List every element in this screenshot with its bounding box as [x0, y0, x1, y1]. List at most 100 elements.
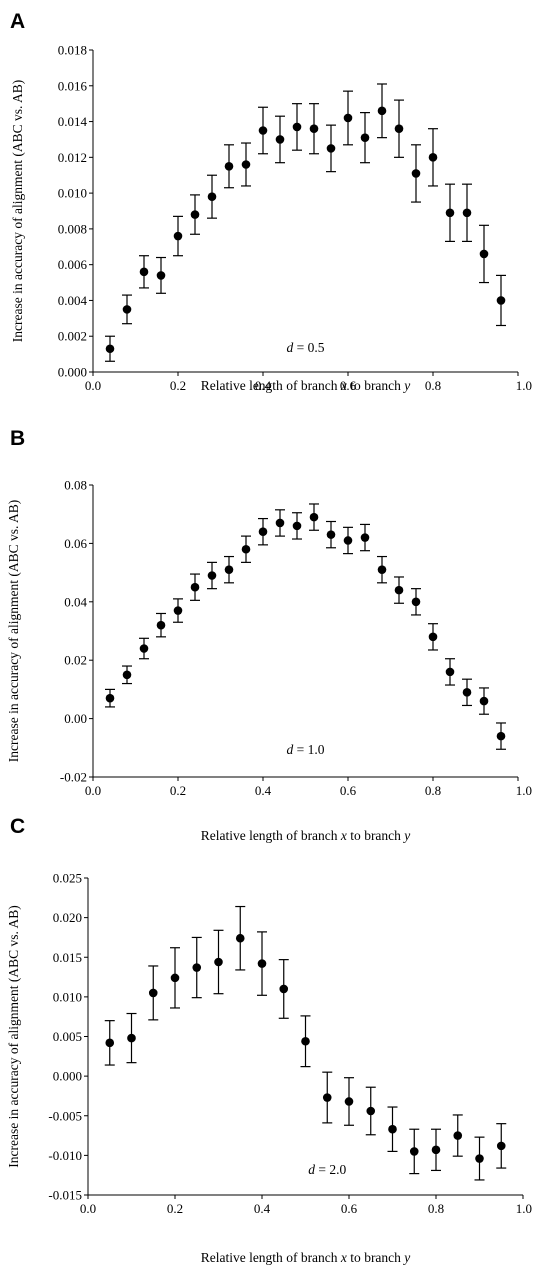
y-tick-label: 0.08: [64, 478, 87, 493]
data-point: [428, 153, 438, 162]
data-point: [173, 231, 183, 241]
y-tick-label: 0.008: [58, 221, 87, 236]
data-point: [127, 1033, 136, 1043]
data-point: [105, 1038, 115, 1048]
data-point: [173, 606, 183, 615]
x-tick-label: 1.0: [516, 783, 532, 798]
data-point: [301, 1036, 310, 1046]
x-axis-title: Relative length of branch x to branch y: [201, 1250, 411, 1265]
data-point: [258, 527, 268, 537]
data-point: [326, 144, 336, 153]
data-point: [445, 667, 455, 677]
data-point: [309, 512, 319, 522]
data-point: [366, 1106, 376, 1116]
data-point: [409, 1147, 419, 1156]
y-tick-label: 0.025: [53, 871, 82, 886]
y-tick-label: 0.012: [58, 150, 87, 165]
data-point: [411, 169, 421, 178]
data-point: [224, 565, 234, 574]
data-point: [235, 933, 245, 943]
data-point: [139, 644, 149, 653]
annotation-d-value: d = 0.5: [287, 340, 325, 355]
y-tick-label: 0.020: [53, 910, 82, 925]
data-point: [156, 620, 166, 630]
data-point: [360, 133, 370, 142]
data-point: [377, 565, 387, 574]
y-tick-label: 0.010: [53, 989, 82, 1004]
data-point: [343, 113, 353, 123]
data-point: [344, 1097, 354, 1106]
x-tick-label: 0.4: [255, 378, 272, 393]
data-point: [148, 988, 158, 998]
y-tick-label: 0.00: [64, 711, 87, 726]
panel-a: A0.0000.0020.0040.0060.0080.0100.0120.01…: [10, 10, 532, 393]
x-tick-label: 1.0: [516, 378, 532, 393]
y-tick-label: 0.000: [58, 365, 87, 380]
panel-c: C -0.015 -0.010 -0.005 0.000 0.005 0.010 0.015 0…: [6, 815, 532, 1265]
data-point: [496, 731, 506, 741]
panel-letter: B: [10, 427, 25, 450]
x-tick-label: 0.6: [340, 378, 357, 393]
y-tick-label: 0.006: [58, 257, 88, 272]
data-point: [388, 1124, 397, 1134]
data-point: [207, 192, 217, 201]
data-point: [496, 1141, 506, 1151]
data-point: [192, 963, 202, 972]
y-axis-title: Increase in accuracy of alignment (ABC v…: [6, 500, 21, 762]
data-point: [122, 670, 132, 680]
data-point: [156, 271, 166, 280]
y-tick-label: 0.06: [64, 536, 87, 551]
data-point: [322, 1093, 332, 1102]
x-tick-label: 0.0: [80, 1201, 96, 1216]
y-axis-title: Increase in accuracy of alignment (ABC v…: [6, 905, 21, 1167]
y-tick-label: -0.02: [60, 770, 87, 785]
y-tick-label: -0.010: [48, 1148, 82, 1163]
data-point: [214, 957, 223, 967]
y-tick-label: 0.04: [64, 594, 87, 609]
y-axis-title: Increase in accuracy of alignment (ABC v…: [10, 80, 25, 342]
panel-letter: C: [10, 815, 25, 838]
data-point: [224, 161, 234, 171]
data-point: [279, 984, 289, 994]
y-tick-label: 0.005: [53, 1029, 82, 1044]
data-point: [105, 344, 115, 354]
x-tick-label: 0.0: [85, 378, 101, 393]
data-point: [479, 696, 489, 706]
panel-letter: A: [10, 10, 25, 33]
data-point: [190, 582, 200, 592]
y-tick-label: 0.02: [64, 653, 87, 668]
data-point: [462, 208, 472, 218]
data-point: [275, 518, 285, 528]
panel-b: B -0.02 0.00 0.02 0.04 0.06 0.08 0.0 0.2 0.4 0.6 0.…: [6, 427, 532, 843]
y-tick-label: 0.000: [53, 1069, 82, 1084]
x-tick-label: 0.6: [341, 1201, 358, 1216]
y-tick-label: -0.015: [48, 1188, 82, 1203]
x-tick-label: 1.0: [516, 1201, 532, 1216]
data-point: [453, 1131, 463, 1140]
data-point: [394, 124, 404, 134]
data-point: [462, 688, 472, 697]
data-point: [445, 208, 455, 218]
x-tick-label: 0.4: [255, 783, 272, 798]
y-tick-label: 0.002: [58, 329, 87, 344]
y-tick-label: 0.015: [53, 950, 82, 965]
data-point: [275, 135, 285, 144]
data-point: [377, 106, 387, 116]
annotation-d-value: d = 2.0: [308, 1162, 346, 1177]
x-tick-label: 0.0: [85, 783, 101, 798]
data-point: [139, 267, 149, 277]
y-tick-label: 0.004: [58, 293, 88, 308]
x-tick-label: 0.2: [170, 378, 186, 393]
y-tick-label: 0.016: [58, 78, 88, 93]
data-point: [479, 249, 489, 259]
data-point: [475, 1154, 484, 1163]
x-tick-label: 0.8: [425, 378, 441, 393]
data-point: [122, 305, 132, 314]
data-point: [292, 521, 302, 531]
x-tick-label: 0.2: [170, 783, 186, 798]
annotation-d-value: d = 1.0: [287, 742, 325, 757]
data-point: [292, 122, 302, 132]
y-tick-label: -0.005: [48, 1108, 82, 1123]
x-tick-label: 0.4: [254, 1201, 271, 1216]
